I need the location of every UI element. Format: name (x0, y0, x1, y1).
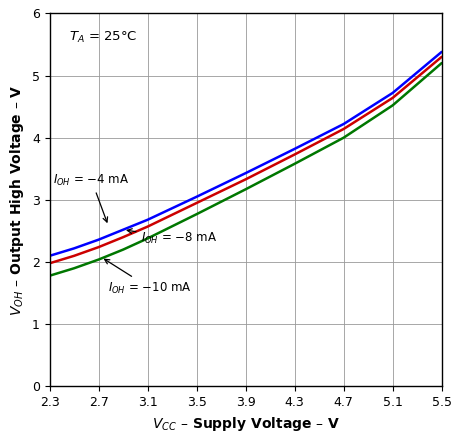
Y-axis label: $V_{OH}$ – Output High Voltage – V: $V_{OH}$ – Output High Voltage – V (8, 84, 26, 316)
Text: $I_{OH}$ = −10 mA: $I_{OH}$ = −10 mA (104, 259, 192, 296)
X-axis label: $V_{CC}$ – Supply Voltage – V: $V_{CC}$ – Supply Voltage – V (151, 415, 339, 433)
Text: $I_{OH}$ = −4 mA: $I_{OH}$ = −4 mA (53, 172, 129, 222)
Text: $T_A$ = 25°C: $T_A$ = 25°C (69, 30, 137, 45)
Text: $I_{OH}$ = −8 mA: $I_{OH}$ = −8 mA (127, 229, 217, 246)
